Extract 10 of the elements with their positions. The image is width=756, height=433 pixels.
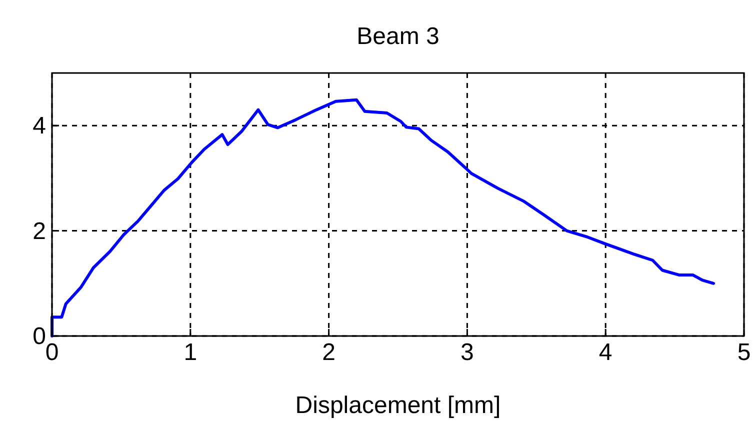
x-tick-label: 1 — [184, 339, 198, 366]
y-tick-label: 4 — [32, 112, 46, 140]
x-tick-label: 2 — [322, 339, 336, 366]
x-tick-label: 4 — [598, 339, 612, 366]
x-tick-label: 5 — [737, 339, 751, 366]
x-axis-title: Displacement [mm] — [295, 392, 501, 419]
x-tick-label: 3 — [460, 339, 474, 366]
line-series — [50, 98, 716, 338]
chart-title: Beam 3 — [356, 23, 440, 50]
y-tick-label: 2 — [32, 218, 46, 245]
